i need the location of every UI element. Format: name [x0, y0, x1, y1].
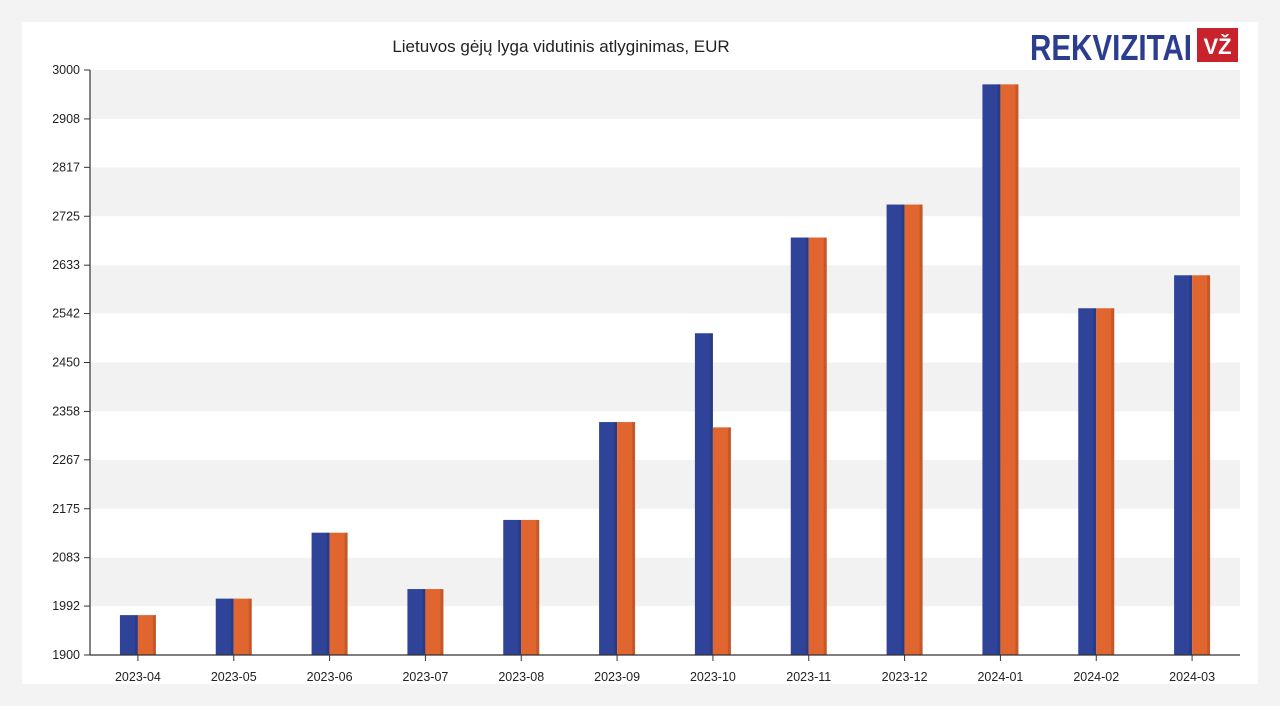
bar-shade: [230, 598, 234, 655]
bar: [886, 204, 905, 656]
bar-shade: [1189, 275, 1193, 655]
bar-shade: [536, 519, 540, 655]
bar-shade: [1111, 308, 1115, 655]
x-axis-ticks: 2023-04 2023-05 2023-06 2023-07 2023-08 2023-…: [115, 655, 1215, 684]
bar-shade: [1015, 84, 1019, 656]
bar-shade: [152, 615, 156, 655]
bar-shade: [727, 427, 731, 655]
bars: [119, 84, 1211, 656]
bar: [1174, 275, 1193, 655]
bar-shade: [1207, 275, 1211, 655]
grid-band: [90, 508, 1240, 558]
bar: [233, 598, 252, 655]
bar: [982, 84, 1001, 656]
y-tick-label: 1992: [52, 599, 80, 613]
bar: [1000, 84, 1019, 656]
x-tick-label: 2023-04: [115, 670, 161, 684]
grid-band: [90, 118, 1240, 168]
grid-band: [90, 216, 1240, 266]
grid-band: [90, 265, 1240, 314]
y-tick-label: 2267: [52, 453, 80, 467]
bar-shade: [1093, 308, 1097, 655]
bar: [329, 532, 348, 655]
bar-shade: [823, 237, 827, 656]
bar: [425, 589, 444, 655]
bar: [904, 204, 923, 656]
grid-band: [90, 411, 1240, 460]
bar-shade: [134, 615, 138, 655]
grid-band: [90, 606, 1240, 655]
bar-shade: [326, 532, 330, 655]
x-tick-label: 2023-06: [307, 670, 353, 684]
bar: [712, 427, 731, 655]
bar: [1078, 308, 1097, 655]
bar-shade: [632, 422, 636, 655]
bar: [311, 532, 330, 655]
x-tick-label: 2024-01: [977, 670, 1023, 684]
bar: [407, 589, 426, 655]
bar-shade: [518, 519, 522, 655]
grid-band: [90, 557, 1240, 607]
chart-card: Lietuvos gėjų lyga vidutinis atlyginimas…: [22, 22, 1258, 684]
bar-shade: [248, 598, 252, 655]
y-tick-label: 2725: [52, 209, 80, 223]
grid-bands: [90, 70, 1240, 655]
bar: [521, 519, 540, 655]
x-tick-label: 2023-11: [786, 670, 831, 684]
y-tick-label: 2633: [52, 258, 80, 272]
bar: [503, 519, 522, 655]
bar: [137, 615, 156, 655]
bar-shade: [614, 422, 618, 655]
x-tick-label: 2023-12: [882, 670, 928, 684]
grid-band: [90, 362, 1240, 412]
bar: [1096, 308, 1115, 655]
bar: [790, 237, 809, 656]
bar-shade: [805, 237, 809, 656]
bar-shade: [709, 333, 713, 655]
bar: [1192, 275, 1211, 655]
x-tick-label: 2023-08: [498, 670, 544, 684]
axes: [89, 70, 1240, 656]
y-tick-label: 2908: [52, 112, 80, 126]
y-tick-label: 2450: [52, 356, 80, 370]
logo-brand-text: REKVIZITAI: [1030, 27, 1192, 68]
bar-shade: [901, 204, 905, 656]
x-tick-label: 2023-09: [594, 670, 640, 684]
grid-band: [90, 70, 1240, 119]
grid-band: [90, 313, 1240, 363]
y-tick-label: 1900: [52, 648, 80, 662]
logo-badge: [1197, 28, 1238, 62]
y-axis-ticks: 1900 1992 2083 2175 2267 2358 2450 2542 2633 2725…: [52, 63, 90, 662]
bar: [617, 422, 636, 655]
bar-shade: [919, 204, 923, 656]
x-tick-label: 2023-07: [402, 670, 448, 684]
bar-shade: [344, 532, 348, 655]
y-tick-label: 2817: [52, 160, 80, 174]
grid-band: [90, 459, 1240, 509]
grid-band: [90, 167, 1240, 217]
chart-title: Lietuvos gėjų lyga vidutinis atlyginimas…: [392, 37, 729, 56]
y-tick-label: 2542: [52, 307, 80, 321]
bar-shade: [422, 589, 426, 655]
bar: [808, 237, 827, 656]
bar: [119, 615, 138, 655]
bar: [599, 422, 618, 655]
y-tick-label: 2083: [52, 551, 80, 565]
x-tick-label: 2023-05: [211, 670, 257, 684]
y-tick-label: 3000: [52, 63, 80, 77]
x-tick-label: 2024-02: [1073, 670, 1119, 684]
x-tick-label: 2024-03: [1169, 670, 1215, 684]
bar-shade: [997, 84, 1001, 656]
y-tick-label: 2358: [52, 404, 80, 418]
bar: [694, 333, 713, 655]
logo-badge-text: VŽ: [1203, 34, 1231, 59]
bar-chart: Lietuvos gėjų lyga vidutinis atlyginimas…: [52, 27, 1240, 684]
logo: REKVIZITAI VŽ: [1030, 27, 1238, 68]
bar-shade: [440, 589, 444, 655]
x-tick-label: 2023-10: [690, 670, 736, 684]
y-tick-label: 2175: [52, 502, 80, 516]
bar: [215, 598, 234, 655]
